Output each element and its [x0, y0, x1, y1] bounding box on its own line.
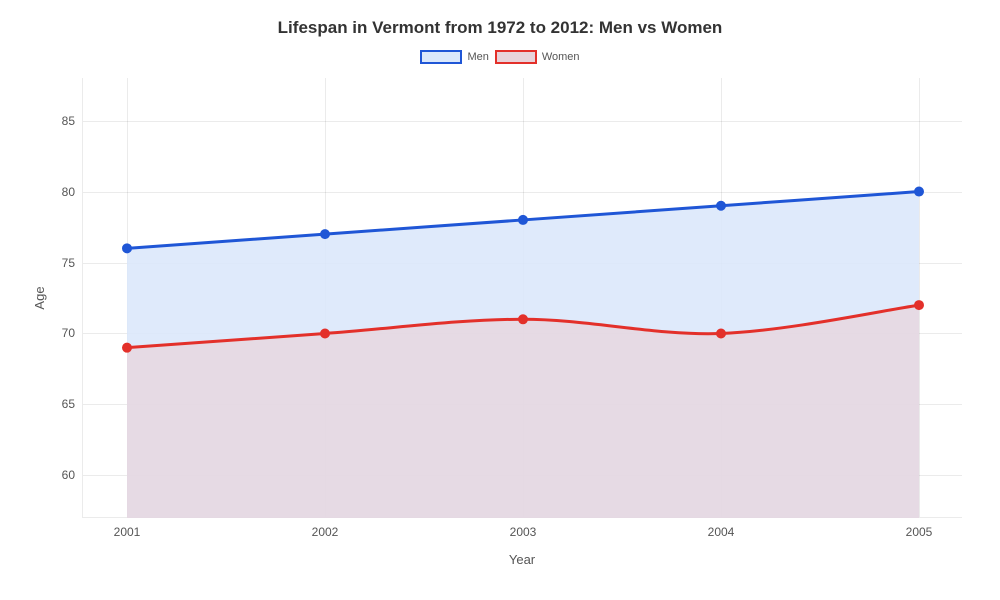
legend-swatch	[495, 50, 537, 64]
y-axis-label: Age	[32, 286, 47, 309]
y-tick-label: 85	[62, 114, 75, 128]
y-tick-label: 80	[62, 185, 75, 199]
legend-label: Women	[542, 51, 580, 63]
x-tick-label: 2003	[510, 525, 537, 539]
legend: Men Women	[0, 50, 1000, 64]
data-point[interactable]	[915, 187, 924, 196]
data-point[interactable]	[321, 230, 330, 239]
y-tick-label: 70	[62, 326, 75, 340]
x-tick-label: 2001	[114, 525, 141, 539]
x-tick-label: 2004	[708, 525, 735, 539]
plot-area: 60657075808520012002200320042005	[82, 78, 962, 518]
legend-label: Men	[467, 51, 488, 63]
data-point[interactable]	[123, 244, 132, 253]
data-point[interactable]	[915, 301, 924, 310]
y-tick-label: 75	[62, 256, 75, 270]
x-tick-label: 2005	[906, 525, 933, 539]
data-point[interactable]	[321, 329, 330, 338]
data-point[interactable]	[717, 329, 726, 338]
data-point[interactable]	[717, 201, 726, 210]
chart-title: Lifespan in Vermont from 1972 to 2012: M…	[0, 18, 1000, 38]
data-point[interactable]	[123, 343, 132, 352]
y-tick-label: 65	[62, 397, 75, 411]
x-axis-label: Year	[509, 552, 535, 567]
legend-item[interactable]: Women	[495, 50, 580, 64]
y-tick-label: 60	[62, 468, 75, 482]
series-layer	[83, 78, 963, 518]
data-point[interactable]	[519, 215, 528, 224]
legend-swatch	[420, 50, 462, 64]
legend-item[interactable]: Men	[420, 50, 488, 64]
data-point[interactable]	[519, 315, 528, 324]
x-tick-label: 2002	[312, 525, 339, 539]
